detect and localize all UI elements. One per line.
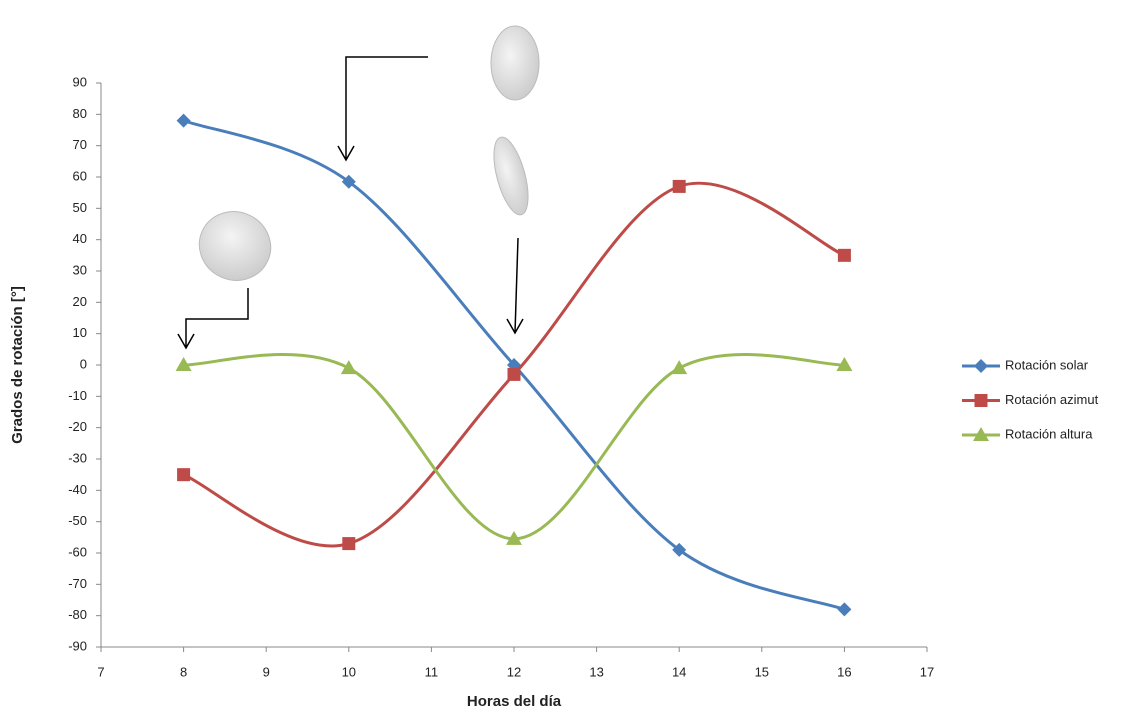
arrow [337,56,428,162]
y-axis-title: Grados de rotación [°] [9,286,26,444]
marker [672,179,686,193]
dish-icon [198,211,272,281]
y-tick-label: -10 [68,388,87,403]
y-tick-label: -80 [68,607,87,622]
y-tick-label: 70 [73,137,87,152]
decorations [177,25,540,350]
y-tick-label: 40 [73,231,87,246]
x-tick-label: 17 [920,664,934,679]
marker [671,360,688,375]
marker [506,530,522,545]
y-tick-label: 90 [73,74,87,89]
x-axis-title: Horas del día [467,693,562,710]
y-tick-label: 30 [73,262,87,277]
marker [175,357,192,371]
x-tick-label: 7 [97,664,104,679]
marker [836,357,853,371]
marker [837,602,852,617]
dish-icon [490,25,540,101]
x-tick-label: 10 [342,664,356,679]
marker [341,174,356,189]
x-tick-label: 14 [672,664,686,679]
x-tick-label: 9 [263,664,270,679]
x-tick-label: 11 [425,664,439,679]
legend-label: Rotación azimut [1005,392,1099,407]
marker [974,359,988,373]
y-tick-label: 0 [80,356,87,371]
marker [342,537,356,551]
x-tick-label: 15 [755,664,769,679]
series-line [183,353,845,541]
marker [177,468,191,482]
y-tick-label: -20 [68,419,87,434]
legend-label: Rotación altura [1005,426,1093,441]
marker [507,367,521,381]
x-tick-label: 13 [589,664,603,679]
x-tick-label: 12 [507,664,521,679]
y-tick-label: 20 [73,294,87,309]
x-tick-label: 16 [837,664,851,679]
y-tick-label: -50 [68,513,87,528]
y-tick-label: -90 [68,638,87,653]
marker [340,360,357,375]
y-tick-label: -30 [68,450,87,465]
y-tick-label: 50 [73,200,87,215]
marker [974,394,988,407]
y-tick-label: -60 [68,544,87,559]
arrow [177,288,249,350]
x-tick-label: 8 [180,664,187,679]
marker [176,113,191,128]
y-tick-label: -40 [68,482,87,497]
marker [672,542,687,557]
y-tick-label: 80 [73,106,87,121]
y-tick-label: -70 [68,576,87,591]
y-tick-label: 10 [73,325,87,340]
y-tick-label: 60 [73,168,87,183]
arrow [506,237,524,335]
legend-label: Rotación solar [1005,357,1089,372]
marker [973,427,989,441]
marker [837,248,851,262]
dish-icon [493,136,529,216]
